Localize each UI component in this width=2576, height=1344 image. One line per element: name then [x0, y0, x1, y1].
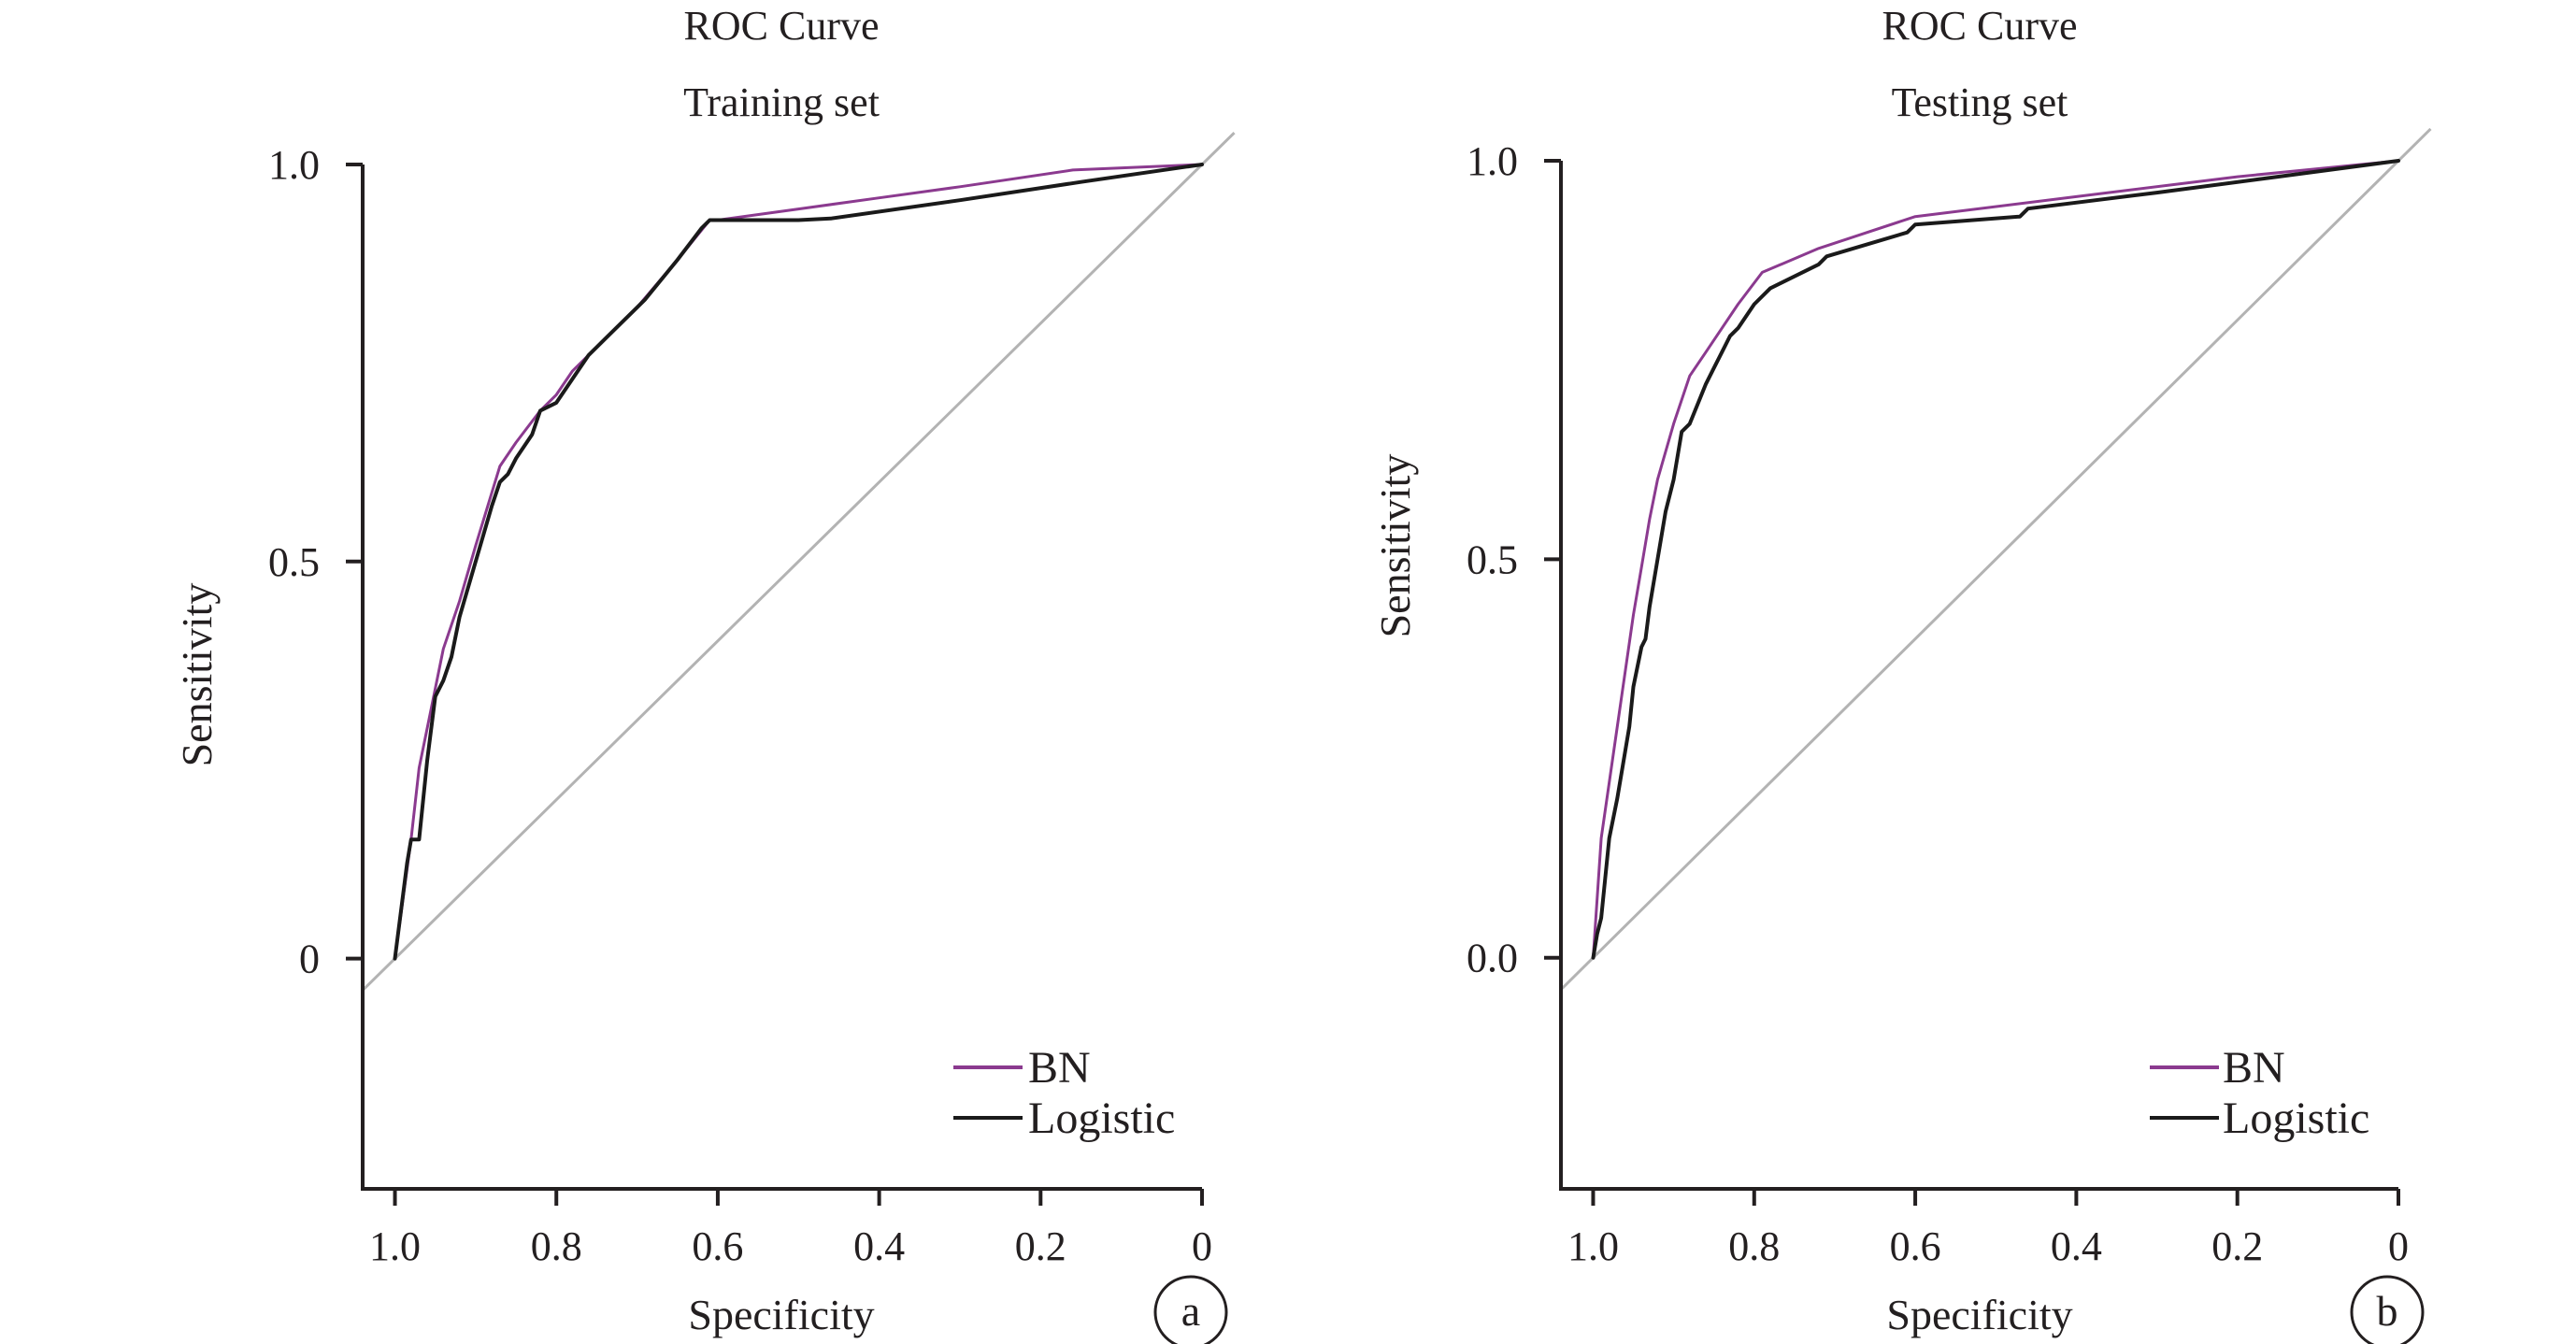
panel-letter-badge: a: [1153, 1275, 1228, 1344]
bn-roc-line: [394, 163, 1204, 961]
x-tick-label: 0.8: [531, 1223, 582, 1269]
x-axis-label: Specificity: [1886, 1291, 2072, 1338]
x-tick-label: 0.8: [1728, 1223, 1780, 1269]
legend: BN Logistic: [2150, 1043, 2369, 1143]
legend: BN Logistic: [953, 1043, 1175, 1143]
reference-diagonal-line: [1561, 127, 2432, 991]
y-axis-label: Sensitivity: [1371, 454, 1419, 638]
chart-subtitle: Testing set: [1892, 79, 2068, 125]
y-tick-label: 0: [299, 937, 320, 982]
legend-label-bn: BN: [2223, 1043, 2285, 1093]
roc-panel-training: ROC Curve Training set 1.0 0.8 0.6 0.4 0.2 0 0…: [173, 3, 1236, 1344]
x-tick-label: 0.6: [1890, 1223, 1941, 1269]
panel-letter: a: [1181, 1287, 1200, 1335]
plot-area: 1.0 0.8 0.6 0.4 0.2 0 0.0 0.5 1.0: [1467, 127, 2432, 1269]
y-axis-label: Sensitivity: [173, 583, 221, 767]
x-tick-label: 1.0: [1567, 1223, 1619, 1269]
y-tick-label: 0.5: [268, 539, 320, 585]
x-tick-label: 0.2: [2211, 1223, 2263, 1269]
panel-letter-circle: [2350, 1275, 2425, 1344]
y-tick-label: 1.0: [268, 142, 320, 188]
panel-letter: b: [2377, 1287, 2398, 1335]
logistic-roc-line: [1591, 159, 2400, 960]
x-tick-label: 0: [2388, 1223, 2409, 1269]
x-tick-label: 1.0: [369, 1223, 421, 1269]
bn-roc-line: [1592, 159, 2400, 960]
x-tick-label: 0.6: [692, 1223, 743, 1269]
x-tick-label: 0.4: [2051, 1223, 2102, 1269]
y-tick-label: 0.5: [1467, 536, 1518, 582]
chart-subtitle: Training set: [683, 79, 880, 125]
x-tick-label: 0: [1192, 1223, 1212, 1269]
panel-letter-badge: b: [2350, 1275, 2425, 1344]
x-axis-label: Specificity: [688, 1291, 874, 1338]
x-tick-label: 0.2: [1015, 1223, 1066, 1269]
legend-label-logistic: Logistic: [2223, 1094, 2369, 1143]
panel-letter-circle: [1153, 1275, 1228, 1344]
reference-diagonal-line: [363, 131, 1236, 992]
y-tick-label: 1.0: [1467, 138, 1518, 184]
roc-panel-testing: ROC Curve Testing set 1.0 0.8 0.6 0.4 0.2 0 0.…: [1371, 3, 2432, 1344]
y-tick-label: 0.0: [1467, 936, 1518, 981]
legend-label-logistic: Logistic: [1028, 1094, 1175, 1143]
chart-title: ROC Curve: [684, 3, 880, 49]
chart-title: ROC Curve: [1882, 3, 2078, 49]
plot-area: 1.0 0.8 0.6 0.4 0.2 0 0 0.5 1.0: [268, 131, 1236, 1269]
logistic-roc-line: [393, 163, 1204, 961]
x-tick-label: 0.4: [853, 1223, 905, 1269]
legend-label-bn: BN: [1028, 1043, 1091, 1093]
